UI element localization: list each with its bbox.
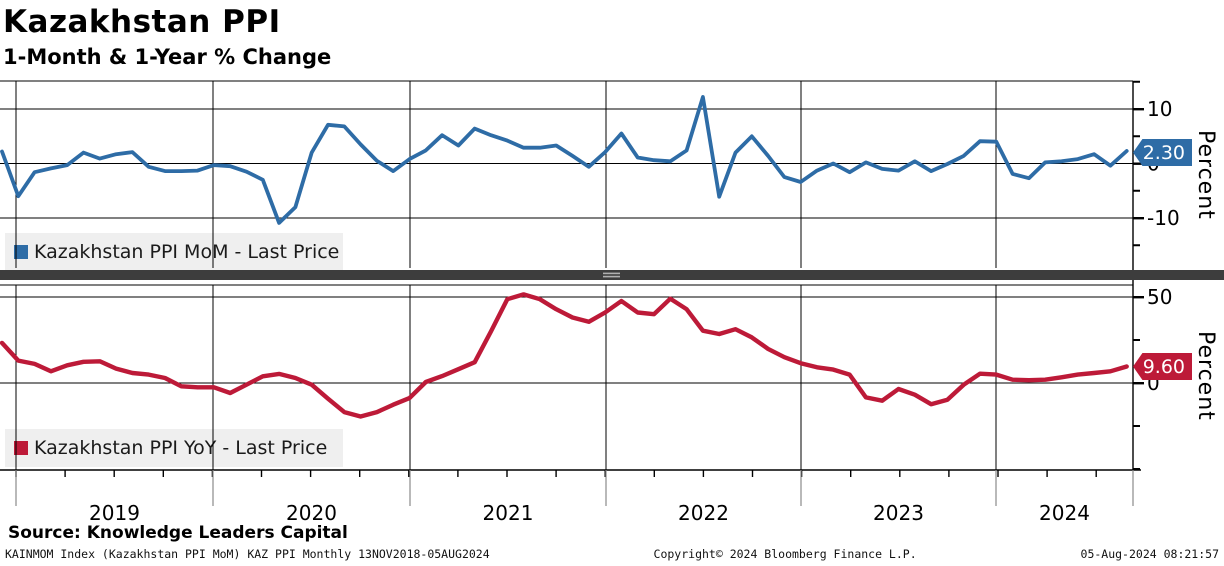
svg-text:10: 10: [1147, 97, 1172, 121]
svg-text:-10: -10: [1147, 206, 1180, 230]
panel-separator: [0, 270, 1224, 280]
y-axis-label-top: Percent: [1193, 130, 1218, 220]
footer-bar: KAINMOM Index (Kazakhstan PPI MoM) KAZ P…: [0, 547, 1224, 561]
chart-subtitle: 1-Month & 1-Year % Change: [3, 45, 332, 69]
y-axis-label-bottom: Percent: [1193, 331, 1218, 421]
yoy-series-swatch-icon: [14, 441, 28, 455]
legend-yoy[interactable]: Kazakhstan PPI YoY - Last Price: [5, 429, 343, 467]
mom-series-swatch-icon: [14, 245, 28, 259]
svg-text:50: 50: [1147, 285, 1172, 309]
legend-mom[interactable]: Kazakhstan PPI MoM - Last Price: [5, 233, 343, 271]
yoy-last-price-badge[interactable]: 9.60: [1133, 353, 1192, 380]
svg-text:2020: 2020: [286, 501, 337, 525]
footer-ticker-info: KAINMOM Index (Kazakhstan PPI MoM) KAZ P…: [5, 547, 490, 561]
source-attribution: Source: Knowledge Leaders Capital: [8, 523, 348, 543]
svg-text:2024: 2024: [1039, 501, 1090, 525]
footer-timestamp: 05-Aug-2024 08:21:57: [1080, 547, 1219, 561]
footer-copyright: Copyright© 2024 Bloomberg Finance L.P.: [653, 547, 917, 561]
chart-title: Kazakhstan PPI: [3, 4, 281, 40]
svg-text:2023: 2023: [873, 501, 924, 525]
svg-text:2019: 2019: [89, 501, 140, 525]
svg-text:2021: 2021: [483, 501, 534, 525]
legend-yoy-label: Kazakhstan PPI YoY - Last Price: [34, 437, 328, 459]
legend-mom-label: Kazakhstan PPI MoM - Last Price: [34, 241, 340, 263]
mom-last-price-badge[interactable]: 2.30: [1133, 139, 1192, 166]
svg-text:2022: 2022: [678, 501, 729, 525]
